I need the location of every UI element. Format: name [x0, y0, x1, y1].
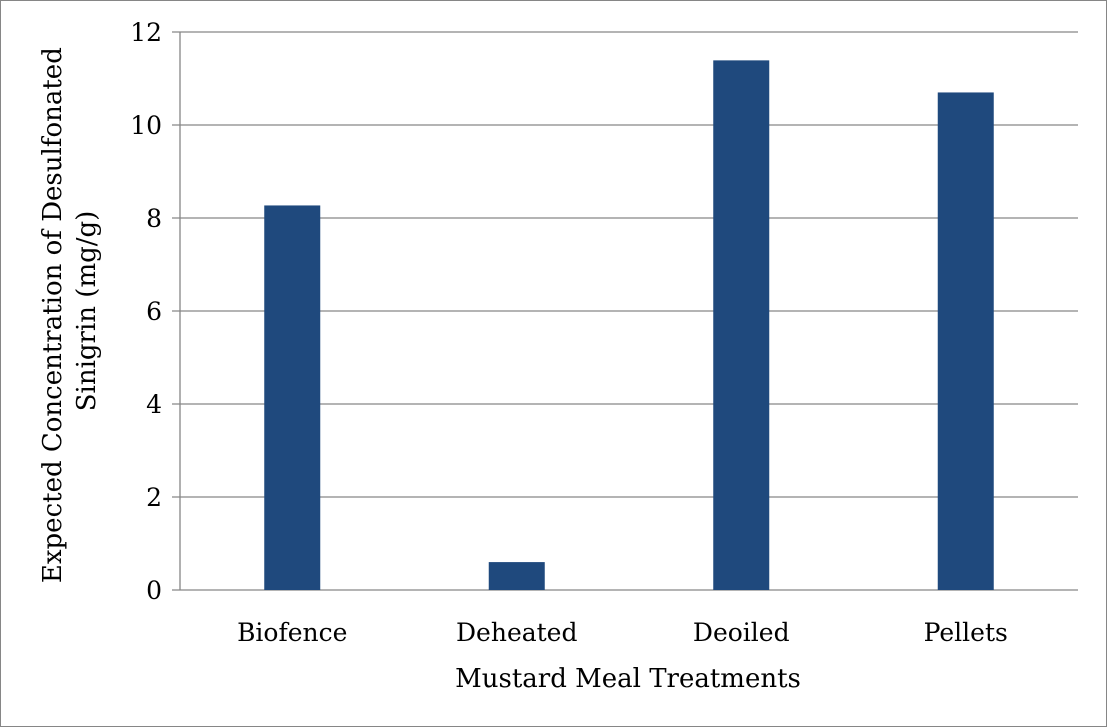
y-tick-label-6: 12 [130, 18, 162, 47]
gridlines [172, 31, 1078, 591]
bar-deheated [488, 562, 545, 590]
x-category-label-deoiled: Deoiled [693, 618, 790, 647]
y-tick-label-5: 10 [130, 111, 162, 140]
bars [264, 60, 994, 591]
y-tick-label-0: 0 [146, 576, 162, 605]
y-tick-label-1: 2 [146, 483, 162, 512]
y-tick-label-2: 4 [146, 390, 162, 419]
y-tick-label-3: 6 [146, 297, 162, 326]
x-category-label-biofence: Biofence [237, 618, 347, 647]
x-category-labels: Biofence Deheated Deoiled Pellets [237, 618, 1008, 647]
y-axis-title-line-1: Expected Concentration of Desulfonated [38, 47, 68, 583]
bar-biofence [264, 205, 321, 590]
y-axis-title: Expected Concentration of Desulfonated S… [38, 39, 102, 583]
x-category-label-pellets: Pellets [924, 618, 1008, 647]
x-category-label-deheated: Deheated [456, 618, 577, 647]
y-tick-labels: 0 2 4 6 8 10 12 [130, 18, 162, 605]
x-axis-title: Mustard Meal Treatments [455, 664, 801, 694]
bar-pellets [937, 92, 994, 590]
bar-deoiled [713, 60, 770, 591]
y-axis-title-line-2: Sinigrin (mg/g) [72, 211, 102, 412]
y-tick-label-4: 8 [146, 204, 162, 233]
